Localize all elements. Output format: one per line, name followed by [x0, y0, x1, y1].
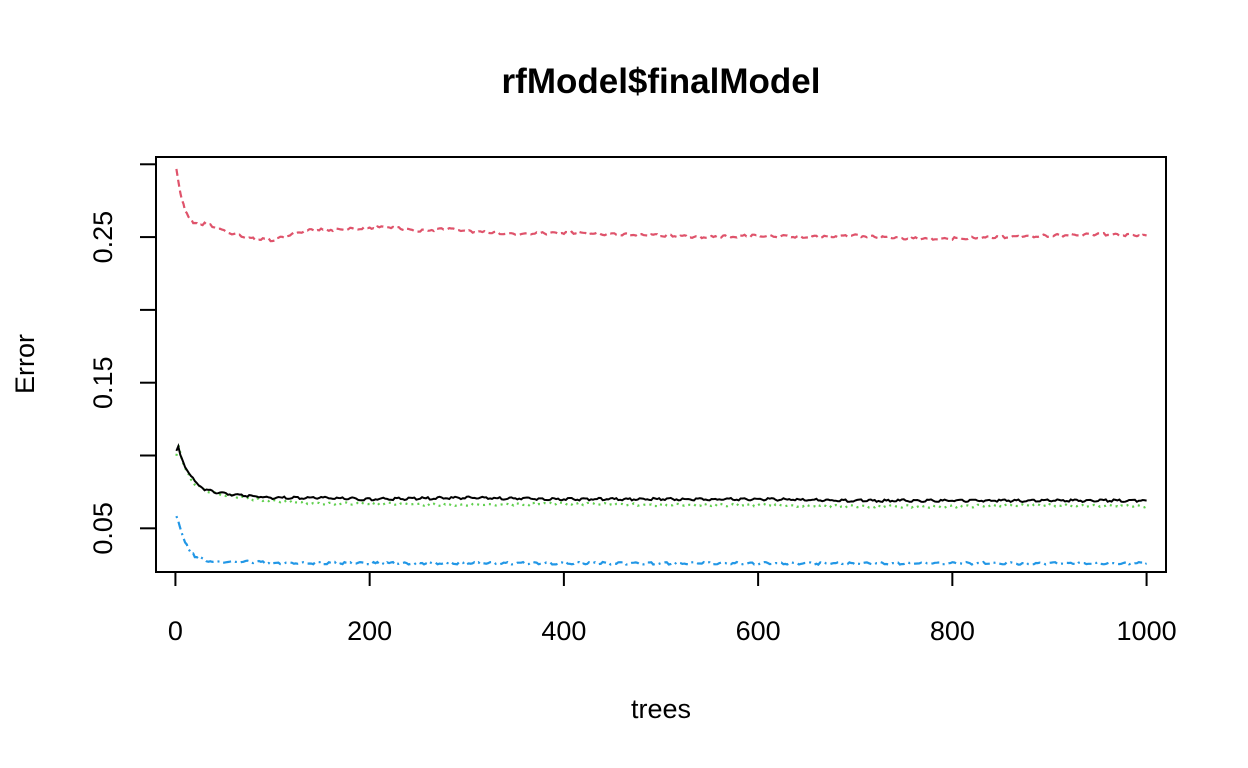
x-tick-label: 200: [347, 616, 392, 646]
x-tick-label: 400: [541, 616, 586, 646]
y-tick-label: 0.05: [88, 502, 118, 555]
x-tick-label: 0: [168, 616, 183, 646]
y-tick-label: 0.25: [88, 211, 118, 264]
x-axis: 0 200 400 600 800 1000: [168, 572, 1177, 646]
class-2-error-line: [175, 444, 1148, 509]
class-3-error-line: [175, 515, 1148, 566]
oob-error-line: [175, 443, 1147, 504]
plot-frame: [155, 156, 1167, 573]
y-axis-label: Error: [10, 334, 40, 394]
chart-title: rfModel$finalModel: [502, 62, 821, 101]
y-axis: 0.05 0.15 0.25: [88, 163, 156, 555]
y-tick-label: 0.15: [88, 356, 118, 409]
class-1-error-line: [175, 168, 1147, 243]
x-axis-label: trees: [631, 694, 691, 724]
x-tick-label: 1000: [1117, 616, 1177, 646]
x-tick-label: 800: [930, 616, 975, 646]
series-layer: [175, 168, 1148, 566]
x-tick-label: 600: [736, 616, 781, 646]
